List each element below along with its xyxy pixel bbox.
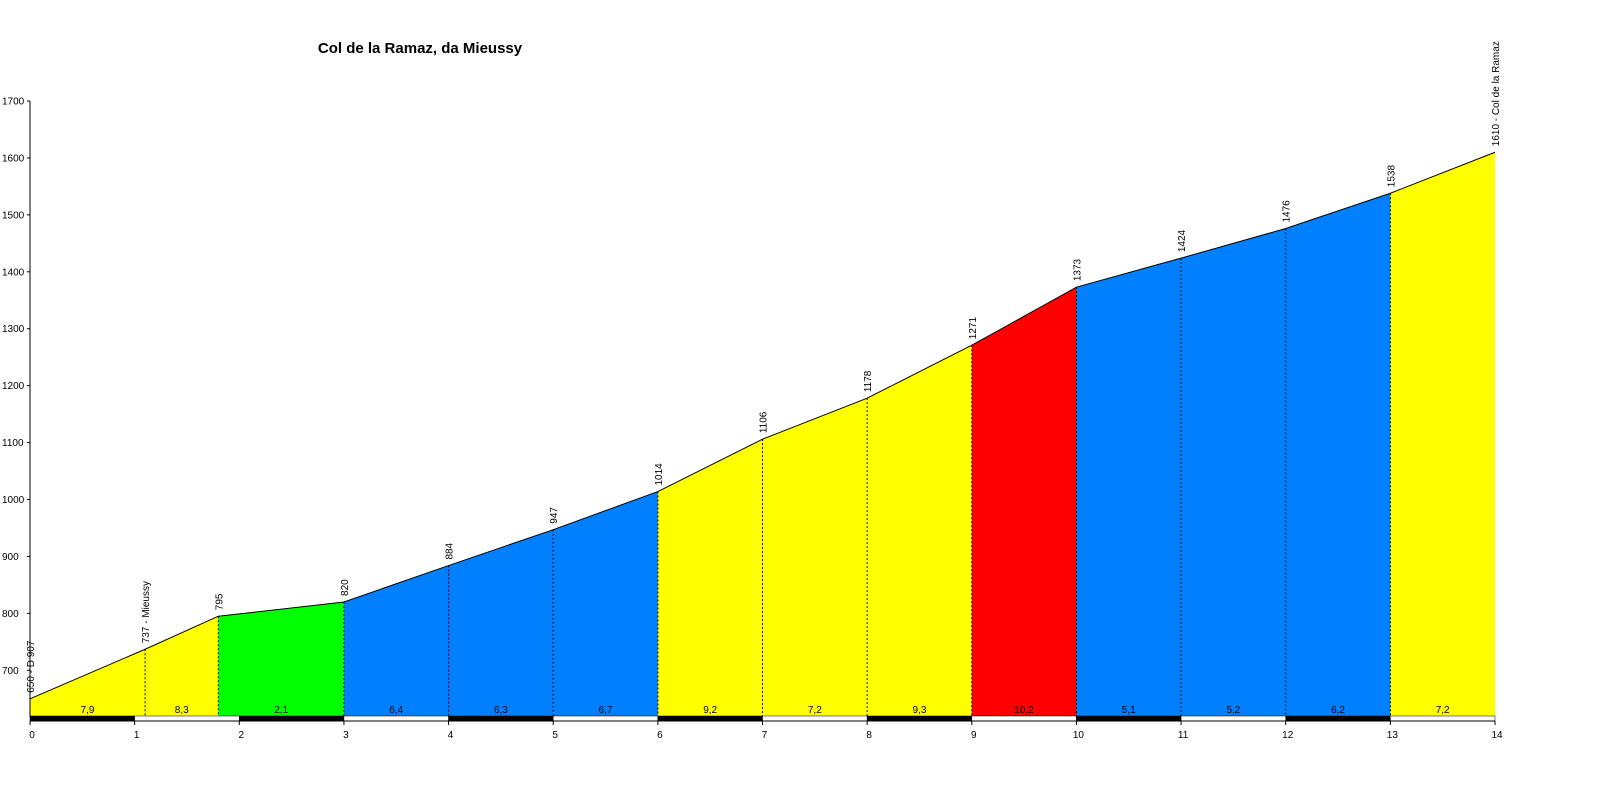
elevation-label: 1106 (759, 411, 770, 433)
gradient-label: 7,2 (808, 705, 822, 716)
gradient-label: 6,3 (494, 705, 508, 716)
x-tick-label: 10 (1073, 730, 1085, 741)
km-strip (971, 715, 1077, 722)
gradient-segment (1076, 258, 1182, 717)
elevation-label: 795 (214, 593, 225, 610)
chart-title: Col de la Ramaz, da Mieussy (318, 40, 523, 57)
gradient-segment (762, 398, 868, 717)
x-tick-label: 2 (239, 730, 245, 741)
gradient-segment (1390, 152, 1495, 717)
y-tick-label: 700 (2, 666, 19, 677)
gradient-label: 6,2 (1331, 705, 1345, 716)
km-strip (552, 715, 659, 722)
x-tick-label: 0 (29, 730, 35, 741)
km-strip (762, 715, 868, 722)
km-strip (1180, 715, 1286, 722)
elevation-label: 1271 (968, 317, 979, 340)
km-strip (343, 715, 449, 722)
km-strip (1390, 715, 1496, 722)
elevation-label: 1373 (1072, 258, 1083, 281)
gradient-label: 7,9 (81, 705, 95, 716)
gradient-segment (343, 565, 449, 717)
elevation-label: 884 (445, 542, 456, 559)
y-tick-label: 1200 (2, 381, 25, 392)
elevation-label: 1014 (654, 463, 665, 486)
gradient-segment (1181, 228, 1286, 718)
x-tick-label: 6 (657, 730, 663, 741)
km-strip (866, 715, 973, 722)
y-tick-label: 1400 (2, 267, 25, 278)
km-strip (239, 715, 345, 722)
elevation-label: 1476 (1282, 200, 1293, 223)
y-tick-label: 1700 (2, 97, 25, 108)
elevation-label: 650 - D 907 (26, 640, 37, 693)
x-tick-label: 13 (1387, 730, 1399, 741)
y-tick-label: 800 (2, 609, 19, 620)
gradient-label: 6,7 (599, 705, 613, 716)
gradient-segment (553, 491, 658, 717)
gradient-segment (657, 439, 763, 717)
gradient-label: 7,2 (1436, 705, 1450, 716)
gradient-segment (30, 649, 146, 717)
x-tick-label: 9 (971, 730, 977, 741)
km-strip (1076, 715, 1182, 722)
x-tick-label: 11 (1178, 730, 1189, 741)
x-tick-label: 5 (552, 730, 558, 741)
gradient-label: 9,2 (703, 705, 717, 716)
gradient-label: 5,1 (1122, 705, 1136, 716)
elevation-label: 1538 (1386, 165, 1397, 188)
y-tick-label: 1000 (2, 495, 25, 506)
gradient-segment (971, 287, 1077, 717)
gradient-segment (145, 616, 219, 717)
elevation-label: 1424 (1177, 229, 1188, 252)
elevation-label: 1610 - Col de la Ramaz (1491, 41, 1502, 146)
x-tick-label: 4 (448, 730, 454, 741)
elevation-label: 820 (340, 579, 351, 596)
y-tick-label: 1500 (2, 210, 25, 221)
y-tick-label: 900 (2, 552, 19, 563)
km-strip (134, 715, 240, 722)
gradient-label: 5,2 (1226, 705, 1240, 716)
gradient-label: 9,3 (913, 705, 927, 716)
gradient-label: 2,1 (274, 705, 288, 716)
x-tick-label: 7 (762, 730, 768, 741)
gradient-label: 10,2 (1014, 705, 1034, 716)
gradient-segment (218, 601, 344, 717)
km-strip (448, 715, 554, 722)
gradient-segment (867, 345, 972, 717)
gradient-label: 8,3 (175, 705, 189, 716)
km-strip (657, 715, 763, 722)
y-tick-label: 1600 (2, 153, 25, 164)
y-tick-label: 1300 (2, 324, 25, 335)
km-strip (1285, 715, 1391, 722)
y-tick-label: 1100 (2, 438, 24, 449)
gradient-label: 6,4 (389, 705, 403, 716)
elevation-label: 1178 (863, 370, 874, 392)
x-tick-label: 3 (343, 730, 349, 741)
gradient-segment (448, 529, 554, 717)
x-tick-label: 12 (1282, 730, 1294, 741)
elevation-label: 737 - Mieussy (141, 581, 152, 643)
x-tick-label: 8 (866, 730, 872, 741)
km-strip (29, 715, 135, 722)
elevation-label: 947 (549, 507, 560, 524)
gradient-segment (1285, 193, 1391, 718)
x-tick-label: 14 (1491, 730, 1503, 741)
x-tick-label: 1 (134, 730, 140, 741)
